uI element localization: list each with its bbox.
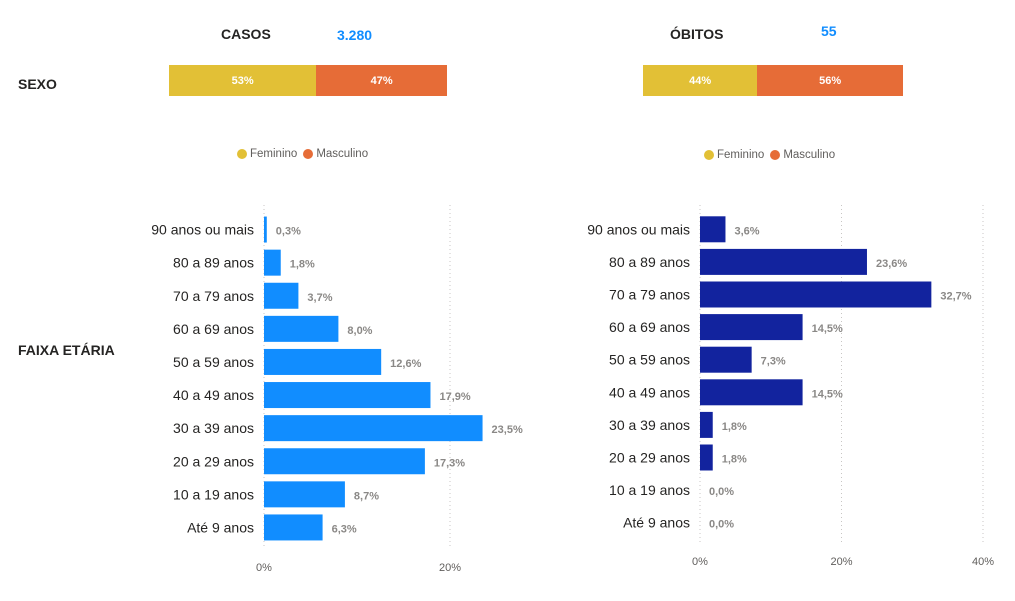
- legend-label-masculino: Masculino: [783, 149, 836, 161]
- bar[interactable]: [264, 348, 382, 375]
- bar[interactable]: [264, 514, 323, 541]
- data-label: 1,8%: [722, 421, 747, 433]
- data-label: 0,3%: [276, 226, 301, 238]
- category-label: 60 a 69 anos: [609, 319, 690, 335]
- sex-casos-feminino-segment[interactable]: 53%: [169, 65, 317, 96]
- data-label: 23,5%: [492, 424, 523, 436]
- x-tick-label: 0%: [256, 562, 272, 574]
- category-label: 80 a 89 anos: [173, 255, 254, 271]
- category-label: 80 a 89 anos: [609, 254, 690, 270]
- data-label: 1,8%: [722, 454, 747, 466]
- sex-obitos-masculino-segment[interactable]: 56%: [757, 65, 903, 96]
- legend-label-feminino: Feminino: [717, 149, 765, 161]
- sex-casos-feminino-label: 53%: [231, 74, 254, 87]
- bar[interactable]: [264, 282, 299, 309]
- data-label: 3,7%: [307, 292, 332, 304]
- category-label: Até 9 anos: [623, 515, 690, 531]
- legend-item-feminino[interactable]: Feminino: [237, 148, 297, 160]
- sex-obitos-stacked-bar[interactable]: 44% 56%: [643, 65, 903, 96]
- data-label: 7,3%: [761, 356, 786, 368]
- bar[interactable]: [700, 346, 752, 373]
- casos-value: 3.280: [337, 27, 373, 43]
- faixa-etaria-label: FAIXA ETÁRIA: [18, 342, 115, 358]
- legend-dot-feminino: [704, 150, 714, 160]
- data-label: 12,6%: [390, 358, 421, 370]
- sex-obitos-feminino-label: 44%: [689, 74, 712, 87]
- data-label: 6,3%: [332, 523, 357, 535]
- bar[interactable]: [264, 216, 267, 243]
- bar[interactable]: [264, 382, 431, 409]
- obitos-value: 55: [821, 23, 837, 39]
- category-label: 90 anos ou mais: [151, 222, 254, 238]
- data-label: 23,6%: [876, 258, 907, 270]
- x-tick-label: 20%: [830, 556, 852, 568]
- legend-item-masculino[interactable]: Masculino: [770, 149, 835, 161]
- x-tick-label: 0%: [692, 556, 708, 568]
- category-label: 20 a 29 anos: [609, 450, 690, 466]
- bar[interactable]: [700, 444, 713, 471]
- sex-casos-masculino-segment[interactable]: 47%: [316, 65, 447, 96]
- category-label: 40 a 49 anos: [609, 384, 690, 400]
- category-label: 20 a 29 anos: [173, 453, 254, 469]
- legend-dot-masculino: [303, 149, 314, 159]
- bar[interactable]: [264, 415, 483, 442]
- obitos-title: ÓBITOS: [670, 26, 724, 42]
- data-label: 14,5%: [812, 388, 843, 400]
- sex-obitos-legend: Feminino Masculino: [704, 149, 841, 161]
- legend-item-masculino[interactable]: Masculino: [303, 148, 368, 160]
- data-label: 32,7%: [940, 291, 971, 303]
- x-tick-label: 20%: [439, 562, 461, 574]
- bar[interactable]: [700, 379, 803, 406]
- data-label: 0,0%: [709, 519, 734, 531]
- category-label: 50 a 59 anos: [609, 352, 690, 368]
- data-label: 8,0%: [347, 325, 372, 337]
- data-label: 17,9%: [439, 391, 470, 403]
- category-label: 90 anos ou mais: [587, 221, 690, 237]
- category-label: 70 a 79 anos: [173, 288, 254, 304]
- bar[interactable]: [264, 448, 425, 475]
- category-label: 10 a 19 anos: [173, 486, 254, 502]
- category-label: 30 a 39 anos: [609, 417, 690, 433]
- data-label: 1,8%: [290, 259, 315, 271]
- legend-dot-feminino: [237, 149, 247, 159]
- bar[interactable]: [700, 281, 932, 308]
- data-label: 3,6%: [734, 225, 759, 237]
- data-label: 0,0%: [709, 486, 734, 498]
- category-label: 60 a 69 anos: [173, 321, 254, 337]
- category-label: Até 9 anos: [187, 519, 254, 535]
- sex-casos-legend: Feminino Masculino: [237, 148, 374, 160]
- category-label: 30 a 39 anos: [173, 420, 254, 436]
- legend-label-feminino: Feminino: [250, 148, 298, 160]
- category-label: 40 a 49 anos: [173, 387, 254, 403]
- sex-obitos-feminino-segment[interactable]: 44%: [643, 65, 758, 96]
- sex-casos-masculino-label: 47%: [370, 74, 393, 87]
- data-label: 8,7%: [354, 490, 379, 502]
- bar[interactable]: [264, 481, 345, 508]
- bar[interactable]: [264, 315, 339, 342]
- sexo-label: SEXO: [18, 76, 57, 92]
- sex-obitos-masculino-label: 56%: [819, 74, 842, 87]
- legend-dot-masculino: [770, 150, 781, 160]
- x-tick-label: 40%: [972, 556, 994, 568]
- bar[interactable]: [700, 314, 803, 341]
- data-label: 14,5%: [812, 323, 843, 335]
- bar[interactable]: [700, 216, 726, 243]
- category-label: 10 a 19 anos: [609, 482, 690, 498]
- bar[interactable]: [700, 411, 713, 438]
- bar[interactable]: [700, 248, 867, 275]
- legend-label-masculino: Masculino: [316, 148, 369, 160]
- category-label: 50 a 59 anos: [173, 354, 254, 370]
- casos-title: CASOS: [221, 26, 271, 42]
- data-label: 17,3%: [434, 457, 465, 469]
- legend-item-feminino[interactable]: Feminino: [704, 149, 764, 161]
- category-label: 70 a 79 anos: [609, 287, 690, 303]
- sex-casos-stacked-bar[interactable]: 53% 47%: [169, 65, 447, 96]
- bar[interactable]: [264, 249, 281, 276]
